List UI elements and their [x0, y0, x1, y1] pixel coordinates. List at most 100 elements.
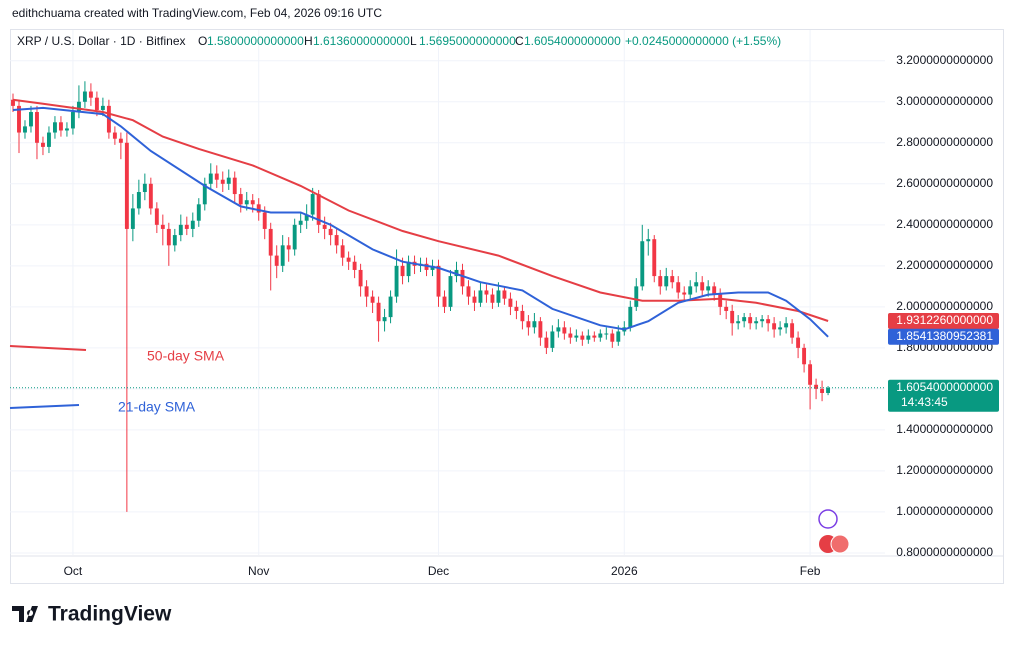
- sma-line: [12, 106, 829, 338]
- candle-body: [202, 183, 207, 205]
- candle-body: [262, 212, 267, 229]
- candle-body: [160, 224, 165, 229]
- candle-body: [814, 384, 819, 389]
- y-tick-label: 2.0000000000000: [896, 299, 993, 313]
- candle-body: [334, 235, 339, 246]
- x-tick-label: Nov: [248, 564, 269, 578]
- candle-body: [370, 296, 375, 303]
- price-badge-label: 1.6054000000000: [896, 380, 993, 394]
- x-tick-label: Feb: [800, 564, 821, 578]
- candle-body: [118, 138, 123, 143]
- candle-body: [472, 296, 477, 303]
- legend-value: 1.5800000000000: [207, 34, 304, 48]
- ohlc-legend: O 1.5800000000000 H 1.6136000000000 L 1.56950…: [198, 34, 621, 48]
- candle-body: [352, 261, 357, 270]
- candle-body: [580, 335, 585, 340]
- candle-body: [748, 317, 753, 324]
- candle-body: [484, 290, 489, 295]
- candle-body: [286, 245, 291, 250]
- candle-body: [190, 220, 195, 229]
- candle-body: [82, 91, 87, 102]
- candle-body: [796, 337, 801, 348]
- candle-body: [652, 239, 657, 277]
- candle-body: [88, 91, 93, 98]
- candle-body: [214, 173, 219, 180]
- candle-body: [802, 347, 807, 365]
- candle-body: [736, 321, 741, 324]
- y-tick-label: 2.6000000000000: [896, 176, 993, 190]
- candle-body: [820, 388, 825, 393]
- candle-body: [58, 122, 63, 131]
- candle-body: [664, 276, 669, 287]
- y-tick-label: 1.0000000000000: [896, 504, 993, 518]
- price-badge: [888, 379, 999, 412]
- candle-body: [676, 282, 681, 293]
- candle-body: [304, 214, 309, 221]
- candle-body: [706, 286, 711, 291]
- candle-body: [508, 298, 513, 307]
- candle-body: [520, 310, 525, 322]
- annotation-line: [9, 404, 80, 409]
- candle-body: [778, 327, 783, 330]
- candle-body: [430, 265, 435, 270]
- candle-body: [496, 290, 501, 303]
- price-badge-label: 1.9312260000000: [896, 313, 993, 327]
- legend-value: 1.6136000000000: [313, 34, 410, 48]
- candle-body: [124, 142, 129, 229]
- candle-body: [760, 319, 765, 322]
- candle-body: [514, 306, 519, 311]
- candle-body: [23, 126, 27, 133]
- candle-body: [53, 122, 57, 133]
- y-tick-label: 0.8000000000000: [896, 545, 993, 559]
- y-tick-label: 2.2000000000000: [896, 258, 993, 272]
- candle-body: [742, 317, 747, 322]
- y-tick-label: 3.0000000000000: [896, 94, 993, 108]
- candle-body: [538, 321, 543, 338]
- candle-body: [232, 177, 237, 195]
- candle-body: [568, 333, 573, 338]
- annotation: 50-day SMA: [147, 348, 225, 364]
- price-badge-label: 1.8541380952381: [896, 329, 993, 343]
- candle-body: [700, 282, 705, 291]
- candle-body: [592, 335, 597, 338]
- candle-body: [610, 333, 615, 342]
- candle-body: [526, 321, 531, 328]
- legend-key: L: [410, 34, 417, 48]
- annotation: 21-day SMA: [118, 399, 196, 415]
- sma-line: [12, 98, 829, 322]
- brand: TradingView: [48, 603, 172, 626]
- candle-body: [754, 321, 759, 324]
- candle-body: [178, 224, 183, 236]
- candle-body: [340, 245, 345, 258]
- candle-body: [718, 294, 723, 307]
- candle-body: [628, 306, 633, 328]
- candle-body: [406, 261, 411, 277]
- candle-body: [358, 269, 363, 287]
- candle-body: [70, 112, 75, 129]
- candle-body: [424, 263, 429, 270]
- legend-key: H: [304, 34, 313, 48]
- candle-body: [268, 228, 273, 256]
- icons: [818, 509, 850, 554]
- candle-body: [184, 224, 189, 229]
- candle-body: [562, 327, 567, 334]
- price-badge: [888, 312, 999, 329]
- candle-body: [64, 128, 69, 131]
- candle-body: [658, 276, 663, 287]
- candle-body: [400, 265, 405, 277]
- candle-body: [29, 112, 33, 127]
- candle-body: [604, 333, 609, 335]
- candle-body: [442, 296, 447, 307]
- change: +0.0245000000000 (+1.55%): [625, 34, 781, 48]
- icon: [818, 509, 838, 529]
- y-tick-label: 2.8000000000000: [896, 135, 993, 149]
- candle-body: [196, 204, 201, 221]
- candle-body: [47, 132, 51, 147]
- candle-body: [112, 132, 117, 139]
- candle-body: [76, 101, 81, 113]
- candle-body: [436, 265, 441, 297]
- candle-body: [688, 286, 693, 295]
- candle-body: [826, 387, 831, 393]
- legend-key: O: [198, 34, 207, 48]
